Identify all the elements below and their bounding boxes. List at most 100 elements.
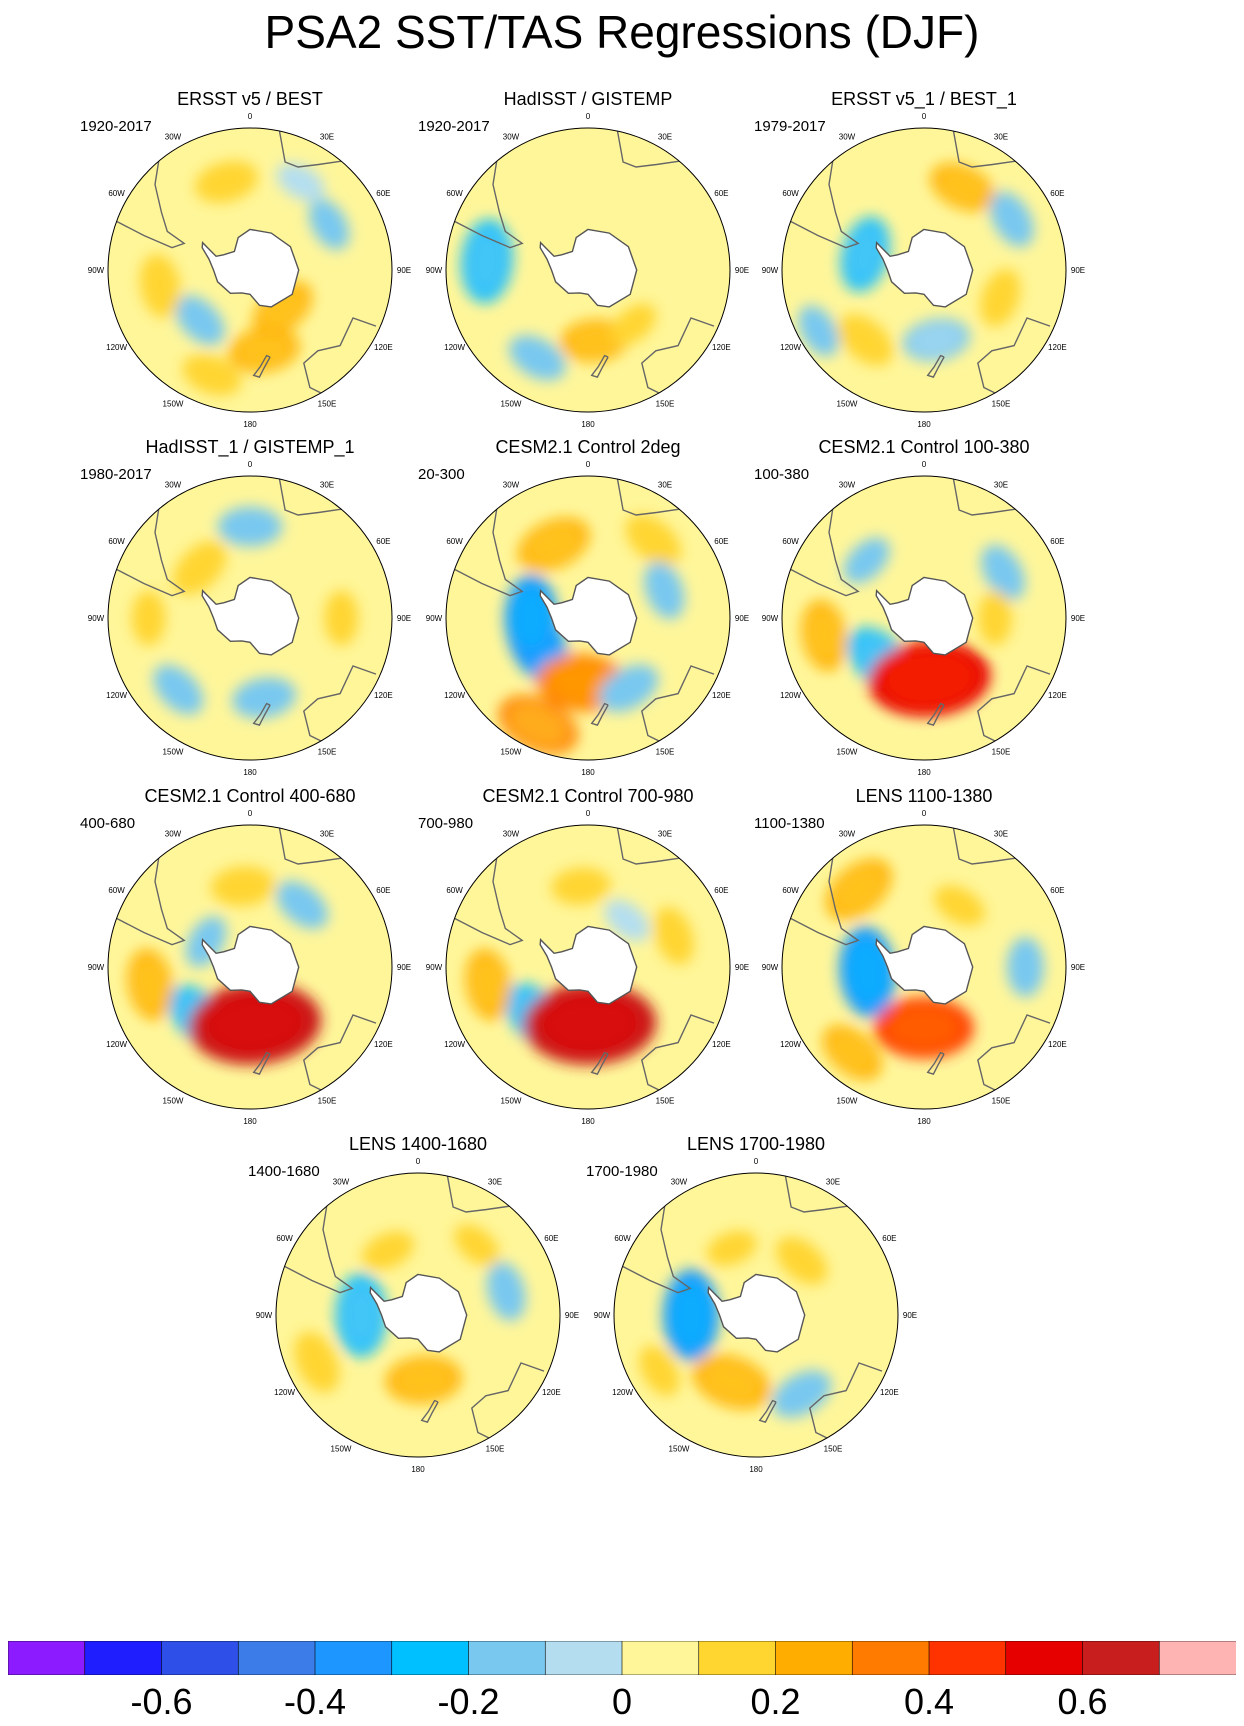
anomaly-ring — [829, 1031, 875, 1074]
colorbar-swatch — [314, 1641, 393, 1675]
longitude-label: 60E — [376, 886, 390, 895]
panel-title: CESM2.1 Control 2deg — [495, 437, 681, 457]
longitude-label: 0 — [922, 460, 927, 469]
period-label: 1980-2017 — [80, 466, 152, 483]
coastline — [784, 1175, 848, 1213]
polar-map: 0 30E 60E 90E 120E 150E 180 150W 120W 90W 60W 30W — [762, 809, 1085, 1126]
polar-map: 0 30E 60E 90E 120E 150E 180 150W 120W 90W 60W 30W — [762, 112, 1085, 429]
longitude-label: 0 — [248, 809, 253, 818]
longitude-label: 60E — [882, 1234, 896, 1243]
coastline — [758, 1399, 777, 1423]
anomaly-patch — [486, 1262, 526, 1321]
anomaly-patch — [837, 314, 894, 366]
coastline — [790, 509, 860, 597]
anomaly-patch — [139, 253, 181, 318]
map-field — [446, 476, 730, 760]
longitude-label: 90W — [762, 266, 779, 275]
longitude-label: 60W — [614, 1234, 631, 1243]
panel-title: CESM2.1 Control 400-680 — [144, 786, 356, 806]
anomaly-patch — [625, 514, 681, 567]
coastline — [471, 1362, 545, 1439]
anomaly-ring — [807, 608, 841, 663]
longitude-label: 150E — [824, 1444, 843, 1453]
map-panel: HadISST_1 / GISTEMP_1 0 30E 60E 90E 120E 150E 1… — [70, 436, 430, 806]
coastline — [278, 827, 342, 865]
anomaly-patch — [989, 191, 1034, 247]
map-border — [445, 824, 731, 1110]
anomaly-ring — [886, 1005, 962, 1051]
longitude-label: 0 — [416, 1157, 421, 1166]
map-field — [782, 128, 1066, 412]
period-label: 1979-2017 — [754, 118, 826, 135]
anomaly-patch — [551, 867, 611, 905]
map-field — [446, 825, 730, 1109]
longitude-label: 60W — [446, 886, 463, 895]
coastline — [926, 1051, 945, 1075]
longitude-label: 150E — [992, 747, 1011, 756]
longitude-label: 60E — [1050, 537, 1064, 546]
colorbar-tick-label: -0.2 — [437, 1681, 500, 1722]
longitude-label: 90W — [762, 614, 779, 623]
antarctica-outline — [539, 925, 638, 1005]
period-label: 1920-2017 — [80, 118, 152, 135]
coastline — [446, 1175, 510, 1213]
coastline — [590, 702, 609, 726]
colorbar — [8, 1641, 1236, 1675]
coastline — [252, 354, 271, 378]
panel-title: HadISST_1 / GISTEMP_1 — [145, 437, 355, 457]
anomaly-patch — [324, 590, 359, 646]
longitude-label: 30E — [658, 481, 672, 490]
longitude-label: 0 — [586, 460, 591, 469]
coastline — [926, 702, 945, 726]
anomaly-ring — [538, 993, 642, 1055]
longitude-label: 120W — [612, 1388, 633, 1397]
coastline — [977, 665, 1051, 742]
longitude-label: 90E — [735, 266, 749, 275]
longitude-label: 0 — [922, 112, 927, 121]
longitude-label: 120W — [444, 1040, 465, 1049]
map-panel: LENS 1100-1380 0 30E 60E 90E 120E 150E 180 150W 1… — [744, 785, 1104, 1155]
antarctica-outline — [707, 1273, 806, 1353]
longitude-label: 90W — [88, 963, 105, 972]
anomaly-patch — [798, 305, 839, 357]
panel-title: LENS 1700-1980 — [686, 1134, 826, 1154]
panel-title: CESM2.1 Control 100-380 — [818, 437, 1030, 457]
coastline — [278, 130, 342, 168]
longitude-label: 150E — [318, 1096, 337, 1105]
longitude-label: 150E — [486, 1444, 505, 1453]
longitude-label: 150E — [656, 747, 675, 756]
colorbar-tick-label: 0.2 — [750, 1681, 801, 1722]
longitude-label: 120E — [712, 1040, 731, 1049]
panel-title: LENS 1400-1680 — [348, 1134, 488, 1154]
colorbar-swatch — [161, 1641, 240, 1675]
longitude-label: 150W — [837, 399, 858, 408]
anomaly-patch — [1007, 937, 1044, 997]
longitude-label: 120W — [780, 691, 801, 700]
map-border — [781, 475, 1067, 761]
longitude-label: 60W — [108, 886, 125, 895]
longitude-label: 60E — [1050, 189, 1064, 198]
longitude-label: 60E — [376, 537, 390, 546]
map-border — [107, 824, 393, 1110]
map-field — [782, 476, 1066, 760]
map-panel: ERSST v5_1 / BEST_1 0 30E 60E 90E 120E 150E 180… — [744, 88, 1104, 458]
longitude-label: 150W — [331, 1444, 352, 1453]
coastline — [977, 317, 1051, 394]
longitude-label: 60W — [782, 189, 799, 198]
longitude-label: 150W — [669, 1444, 690, 1453]
colorbar-swatch — [621, 1641, 700, 1675]
colorbar-swatch — [851, 1641, 930, 1675]
longitude-label: 60E — [1050, 886, 1064, 895]
longitude-label: 180 — [243, 768, 257, 777]
longitude-label: 30W — [503, 830, 520, 839]
colorbar-swatch — [775, 1641, 854, 1675]
longitude-label: 90E — [397, 963, 411, 972]
antarctica-outline — [875, 925, 974, 1005]
antarctica-outline — [539, 576, 638, 656]
map-panel: LENS 1400-1680 0 30E 60E 90E 120E 150E 180 150W 1… — [238, 1133, 598, 1503]
anomaly-patch — [276, 163, 325, 202]
coastline — [454, 858, 524, 946]
anomaly-ring — [833, 866, 884, 913]
longitude-label: 90E — [1071, 963, 1085, 972]
longitude-label: 90W — [426, 963, 443, 972]
